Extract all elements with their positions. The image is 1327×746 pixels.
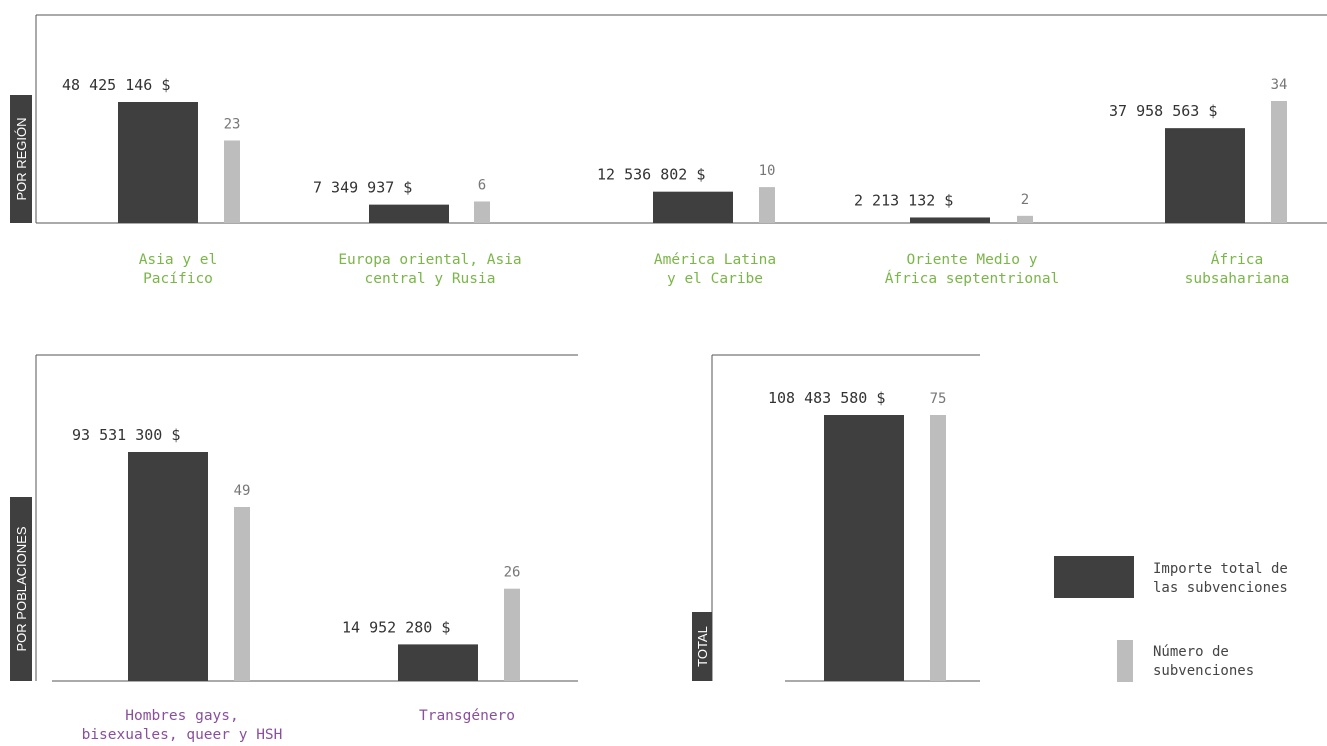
category-label: bisexuales, queer y HSH xyxy=(82,727,283,743)
bar-count-label: 49 xyxy=(234,483,251,499)
bar-count-label: 34 xyxy=(1271,77,1288,93)
bar-amount-label: 93 531 300 $ xyxy=(72,426,180,444)
bar-count-label: 23 xyxy=(224,116,241,132)
category-label: Transgénero xyxy=(419,708,515,724)
category-label: Pacífico xyxy=(143,271,213,287)
category-label: y el Caribe xyxy=(667,271,763,287)
bar-amount-label: 108 483 580 $ xyxy=(768,389,885,407)
legend-count-text: subvenciones xyxy=(1153,663,1254,679)
category-label: Asia y el xyxy=(139,252,218,268)
category-label: África xyxy=(1211,251,1263,268)
category-label: Oriente Medio y xyxy=(907,252,1038,268)
bar-amount xyxy=(653,191,733,223)
bar-count xyxy=(474,201,490,223)
category-label: América Latina xyxy=(654,252,776,268)
bar-amount xyxy=(1165,128,1245,223)
bar-amount xyxy=(128,452,208,681)
category-label: Hombres gays, xyxy=(125,708,239,724)
category-label: Europa oriental, Asia xyxy=(338,252,521,268)
bar-count-label: 75 xyxy=(930,391,947,407)
bar-count xyxy=(759,187,775,223)
panel-side-label: TOTAL xyxy=(695,626,710,667)
bar-amount xyxy=(118,102,198,223)
bar-amount-label: 48 425 146 $ xyxy=(62,76,170,94)
bar-count xyxy=(504,588,520,681)
category-label: subsahariana xyxy=(1185,271,1290,287)
panel-side-label: POR POBLACIONES xyxy=(14,526,29,651)
bar-count-label: 10 xyxy=(759,163,776,179)
category-label: África septentrional xyxy=(885,270,1060,287)
bar-count xyxy=(930,415,946,681)
legend-count-swatch xyxy=(1117,640,1133,682)
panel-side-tab xyxy=(10,497,32,681)
legend-amount-text: Importe total de xyxy=(1153,561,1288,577)
bar-amount xyxy=(369,204,449,223)
legend-amount-text: las subvenciones xyxy=(1153,580,1288,596)
bar-amount-label: 14 952 280 $ xyxy=(342,618,450,636)
panel-side-label: POR REGIÓN xyxy=(14,117,29,200)
bar-amount-label: 7 349 937 $ xyxy=(313,179,412,197)
bar-amount xyxy=(910,217,990,223)
bar-count xyxy=(1271,101,1287,223)
bar-count-label: 6 xyxy=(478,177,486,193)
category-label: central y Rusia xyxy=(365,271,496,287)
bar-count xyxy=(224,140,240,223)
bar-count-label: 2 xyxy=(1021,192,1029,208)
bar-count xyxy=(1017,215,1033,223)
legend-count-text: Número de xyxy=(1153,644,1229,660)
bar-count xyxy=(234,507,250,681)
bar-amount xyxy=(398,644,478,681)
panel-side-tab xyxy=(692,612,712,681)
bar-amount-label: 2 213 132 $ xyxy=(854,191,953,209)
bar-count-label: 26 xyxy=(504,565,521,581)
bar-amount xyxy=(824,415,904,681)
panel-side-tab xyxy=(10,95,32,223)
legend-amount-swatch xyxy=(1054,556,1134,598)
bar-amount-label: 12 536 802 $ xyxy=(597,166,705,184)
bar-amount-label: 37 958 563 $ xyxy=(1109,102,1217,120)
